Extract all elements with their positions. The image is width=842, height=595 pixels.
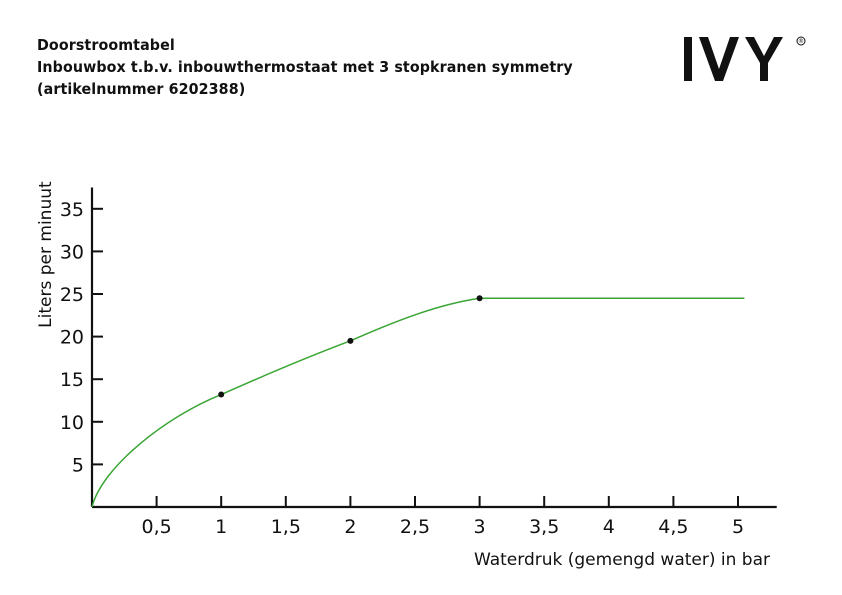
data-point-marker <box>476 295 483 302</box>
title-line-2: Inbouwbox t.b.v. inbouwthermostaat met 3… <box>37 58 573 76</box>
y-tick-label: 15 <box>60 369 84 391</box>
data-point-marker <box>347 337 354 344</box>
y-tick-label: 30 <box>60 241 84 263</box>
y-tick-label: 20 <box>60 327 84 349</box>
chart-markers <box>218 295 483 398</box>
chart-ticks: 0,5 1 1,5 2 2,5 3 3,5 4 4,5 5 5 10 15 20 25 30 35 <box>60 199 744 538</box>
ivy-logo-graphic: ® <box>684 36 806 81</box>
x-tick-label: 3 <box>474 516 486 538</box>
x-tick-label: 0,5 <box>141 516 171 538</box>
y-tick-label: 25 <box>60 284 84 306</box>
x-tick-label: 4,5 <box>658 516 688 538</box>
flow-series-line <box>91 297 745 508</box>
x-tick-label: 2 <box>344 516 356 538</box>
x-tick-label: 4 <box>603 516 615 538</box>
y-tick-label: 10 <box>60 412 84 434</box>
x-tick-label: 5 <box>732 516 744 538</box>
data-point-marker <box>218 391 225 398</box>
chart-axes <box>90 187 777 509</box>
x-tick-label: 1,5 <box>271 516 301 538</box>
x-tick-label: 1 <box>215 516 227 538</box>
chart-series <box>91 297 745 508</box>
y-tick-label: 5 <box>72 454 84 476</box>
y-tick-label: 35 <box>60 199 84 221</box>
ivy-logo: ® <box>683 36 809 86</box>
chart-title-block: Doorstroomtabel Inbouwbox t.b.v. inbouwt… <box>37 34 619 100</box>
x-axis-label: Waterdruk (gemengd water) in bar <box>474 550 770 570</box>
title-line-1: Doorstroomtabel <box>37 36 175 54</box>
x-tick-label: 2,5 <box>400 516 430 538</box>
x-tick-label: 3,5 <box>529 516 559 538</box>
y-axis-label: Liters per minuut <box>36 181 56 328</box>
title-line-3: (artikelnummer 6202388) <box>37 80 246 98</box>
logo-registered-mark: ® <box>798 38 804 45</box>
